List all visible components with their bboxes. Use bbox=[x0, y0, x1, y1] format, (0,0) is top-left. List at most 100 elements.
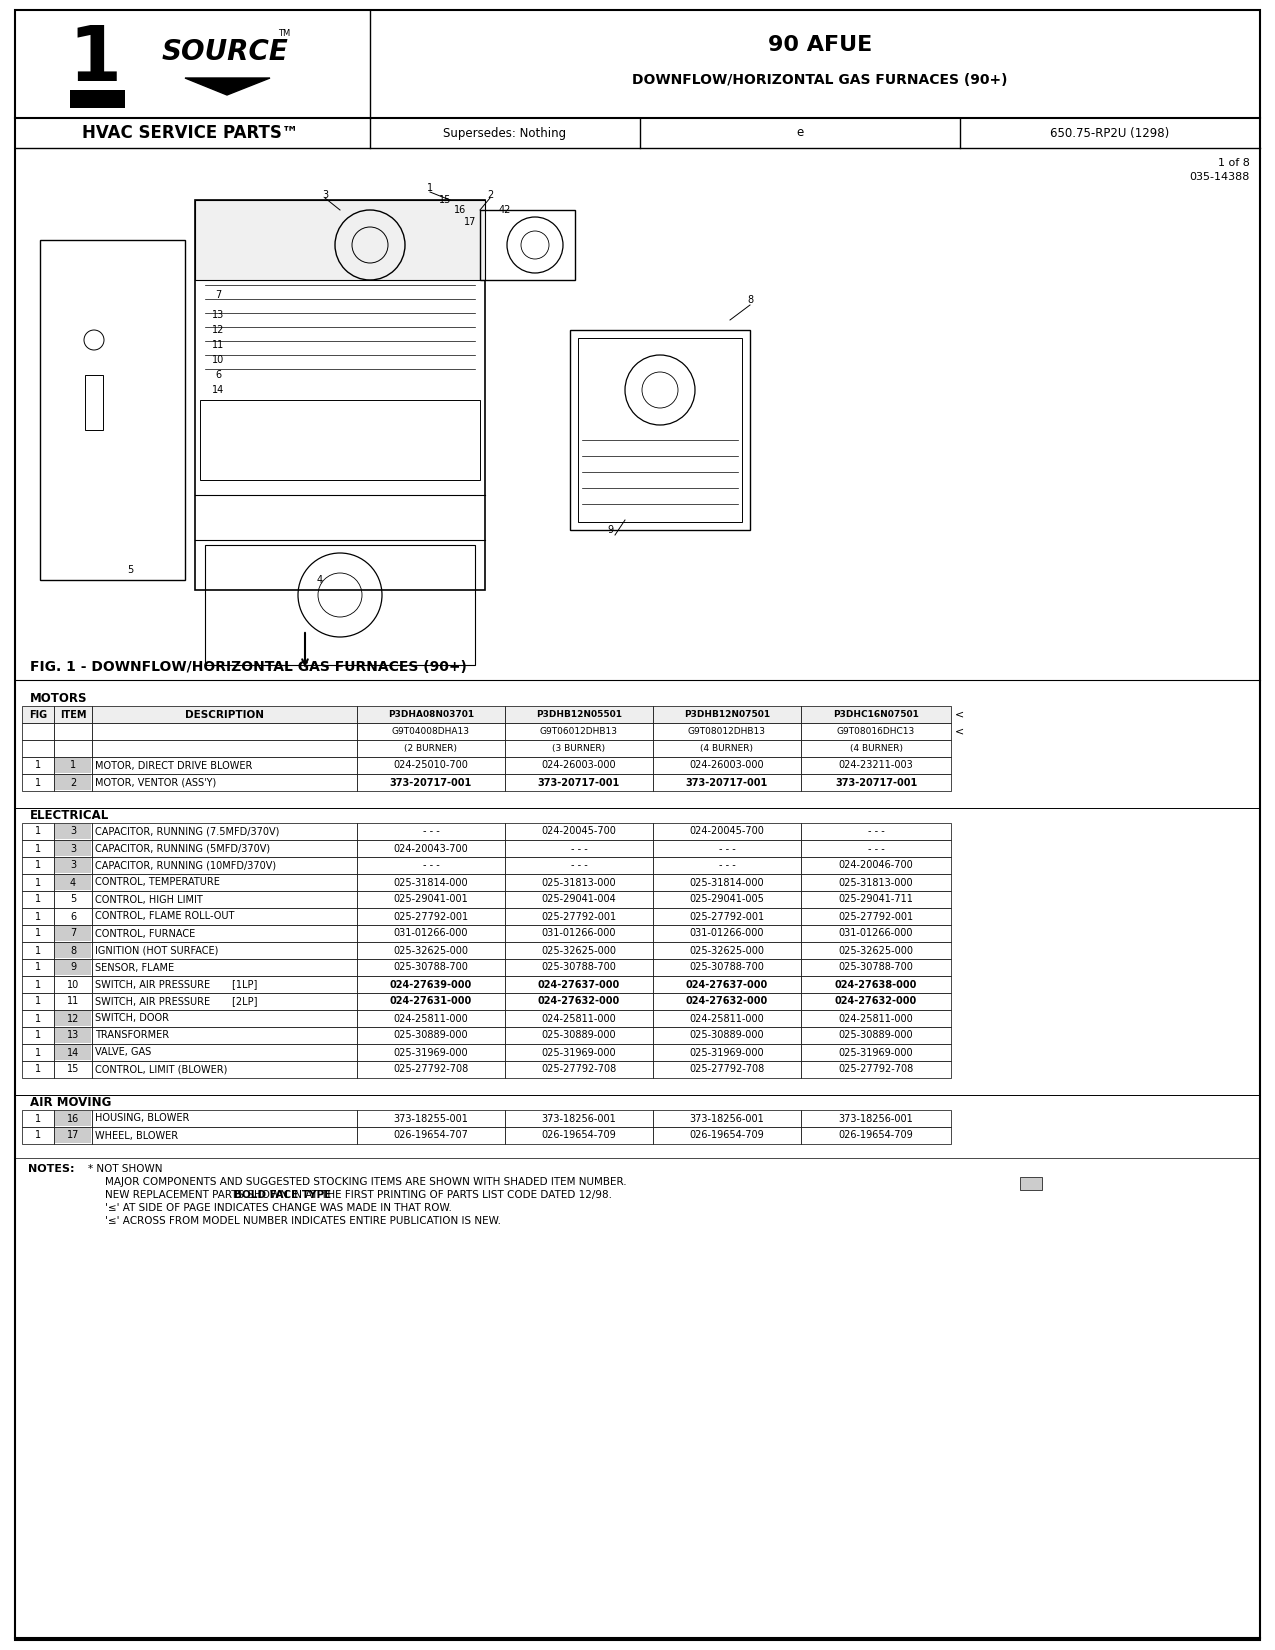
Text: 1: 1 bbox=[34, 861, 41, 871]
Polygon shape bbox=[185, 78, 270, 96]
Bar bbox=[801, 823, 951, 840]
Bar bbox=[54, 1127, 92, 1143]
Bar bbox=[801, 1010, 951, 1026]
Text: 373-20717-001: 373-20717-001 bbox=[390, 777, 472, 787]
Text: 8: 8 bbox=[70, 945, 76, 955]
Bar bbox=[357, 723, 505, 739]
Text: 025-30889-000: 025-30889-000 bbox=[542, 1031, 616, 1041]
Text: 373-18256-001: 373-18256-001 bbox=[690, 1114, 765, 1124]
Text: 373-18255-001: 373-18255-001 bbox=[394, 1114, 468, 1124]
Text: - - -: - - - bbox=[867, 843, 885, 853]
Text: '≤' AT SIDE OF PAGE INDICATES CHANGE WAS MADE IN THAT ROW.: '≤' AT SIDE OF PAGE INDICATES CHANGE WAS… bbox=[105, 1203, 451, 1213]
Text: 1: 1 bbox=[34, 1048, 41, 1058]
Bar bbox=[22, 1044, 54, 1061]
Bar bbox=[357, 874, 505, 891]
Text: SWITCH, DOOR: SWITCH, DOOR bbox=[96, 1013, 170, 1023]
Bar bbox=[505, 723, 653, 739]
Bar bbox=[55, 757, 91, 772]
Text: CAPACITOR, RUNNING (5MFD/370V): CAPACITOR, RUNNING (5MFD/370V) bbox=[96, 843, 270, 853]
Text: 024-25811-000: 024-25811-000 bbox=[839, 1013, 913, 1023]
Bar bbox=[22, 1026, 54, 1044]
Bar bbox=[357, 774, 505, 790]
Bar bbox=[54, 706, 92, 723]
Bar bbox=[54, 1110, 92, 1127]
Bar bbox=[22, 874, 54, 891]
Bar bbox=[505, 908, 653, 926]
Bar bbox=[22, 1110, 54, 1127]
Text: CAPACITOR, RUNNING (7.5MFD/370V): CAPACITOR, RUNNING (7.5MFD/370V) bbox=[96, 827, 279, 837]
Text: 025-31814-000: 025-31814-000 bbox=[394, 878, 468, 888]
Bar bbox=[801, 977, 951, 993]
Bar bbox=[653, 757, 801, 774]
Text: 1: 1 bbox=[34, 1013, 41, 1023]
Text: 90 AFUE: 90 AFUE bbox=[768, 35, 872, 54]
Text: 650.75-RP2U (1298): 650.75-RP2U (1298) bbox=[1051, 127, 1169, 140]
Text: FIG. 1 - DOWNFLOW/HORIZONTAL GAS FURNACES (90+): FIG. 1 - DOWNFLOW/HORIZONTAL GAS FURNACE… bbox=[31, 660, 467, 673]
Text: 7: 7 bbox=[215, 290, 221, 300]
Text: 1: 1 bbox=[34, 1031, 41, 1041]
Bar bbox=[54, 774, 92, 790]
Bar bbox=[357, 706, 505, 723]
Text: MOTOR, DIRECT DRIVE BLOWER: MOTOR, DIRECT DRIVE BLOWER bbox=[96, 761, 252, 771]
Text: 1: 1 bbox=[34, 945, 41, 955]
Bar bbox=[357, 823, 505, 840]
Bar bbox=[801, 723, 951, 739]
Text: - - -: - - - bbox=[719, 843, 736, 853]
Text: 16: 16 bbox=[66, 1114, 79, 1124]
Bar bbox=[92, 1110, 357, 1127]
Text: 373-20717-001: 373-20717-001 bbox=[835, 777, 917, 787]
Text: MOTORS: MOTORS bbox=[31, 691, 88, 705]
Text: 025-27792-708: 025-27792-708 bbox=[690, 1064, 765, 1074]
Text: 15: 15 bbox=[66, 1064, 79, 1074]
Text: P3DHC16N07501: P3DHC16N07501 bbox=[833, 710, 919, 719]
Text: * NOT SHOWN: * NOT SHOWN bbox=[88, 1163, 162, 1175]
Text: 4: 4 bbox=[317, 574, 323, 586]
Text: 025-27792-708: 025-27792-708 bbox=[542, 1064, 617, 1074]
Bar bbox=[801, 1110, 951, 1127]
Bar bbox=[54, 723, 92, 739]
Text: 025-30788-700: 025-30788-700 bbox=[542, 962, 616, 972]
Bar bbox=[54, 926, 92, 942]
Bar bbox=[54, 874, 92, 891]
Bar bbox=[22, 942, 54, 959]
Text: 6: 6 bbox=[70, 911, 76, 921]
Text: 024-27638-000: 024-27638-000 bbox=[835, 980, 917, 990]
Text: 025-30889-000: 025-30889-000 bbox=[394, 1031, 468, 1041]
Text: 14: 14 bbox=[212, 384, 224, 394]
Bar bbox=[505, 1061, 653, 1077]
Text: 031-01266-000: 031-01266-000 bbox=[690, 929, 764, 939]
Text: 1: 1 bbox=[34, 911, 41, 921]
Text: - - -: - - - bbox=[867, 827, 885, 837]
Bar bbox=[54, 1061, 92, 1077]
Text: 025-32625-000: 025-32625-000 bbox=[690, 945, 765, 955]
Text: 1: 1 bbox=[34, 997, 41, 1006]
Text: 1: 1 bbox=[427, 183, 434, 193]
Text: MAJOR COMPONENTS AND SUGGESTED STOCKING ITEMS ARE SHOWN WITH SHADED ITEM NUMBER.: MAJOR COMPONENTS AND SUGGESTED STOCKING … bbox=[105, 1176, 626, 1186]
Text: 024-25811-000: 024-25811-000 bbox=[542, 1013, 616, 1023]
Text: CONTROL, HIGH LIMIT: CONTROL, HIGH LIMIT bbox=[96, 894, 203, 904]
Bar bbox=[92, 908, 357, 926]
Bar bbox=[801, 891, 951, 908]
Text: 42: 42 bbox=[499, 205, 511, 214]
Bar bbox=[54, 757, 92, 774]
Bar bbox=[22, 959, 54, 977]
Text: 025-30788-700: 025-30788-700 bbox=[394, 962, 468, 972]
Bar bbox=[479, 210, 575, 280]
Text: 025-30889-000: 025-30889-000 bbox=[839, 1031, 913, 1041]
Text: 025-27792-001: 025-27792-001 bbox=[394, 911, 469, 921]
Text: 10: 10 bbox=[66, 980, 79, 990]
Text: 1: 1 bbox=[34, 777, 41, 787]
Bar bbox=[357, 856, 505, 874]
Text: 1: 1 bbox=[34, 980, 41, 990]
Text: 3: 3 bbox=[70, 827, 76, 837]
Bar bbox=[1020, 1176, 1042, 1190]
Bar bbox=[653, 874, 801, 891]
Text: CONTROL, FURNACE: CONTROL, FURNACE bbox=[96, 929, 195, 939]
Text: 13: 13 bbox=[66, 1031, 79, 1041]
Text: 025-27792-001: 025-27792-001 bbox=[690, 911, 765, 921]
Bar bbox=[505, 993, 653, 1010]
Bar bbox=[801, 739, 951, 757]
Bar bbox=[22, 993, 54, 1010]
Text: 024-27632-000: 024-27632-000 bbox=[686, 997, 768, 1006]
Text: IGNITION (HOT SURFACE): IGNITION (HOT SURFACE) bbox=[96, 945, 218, 955]
